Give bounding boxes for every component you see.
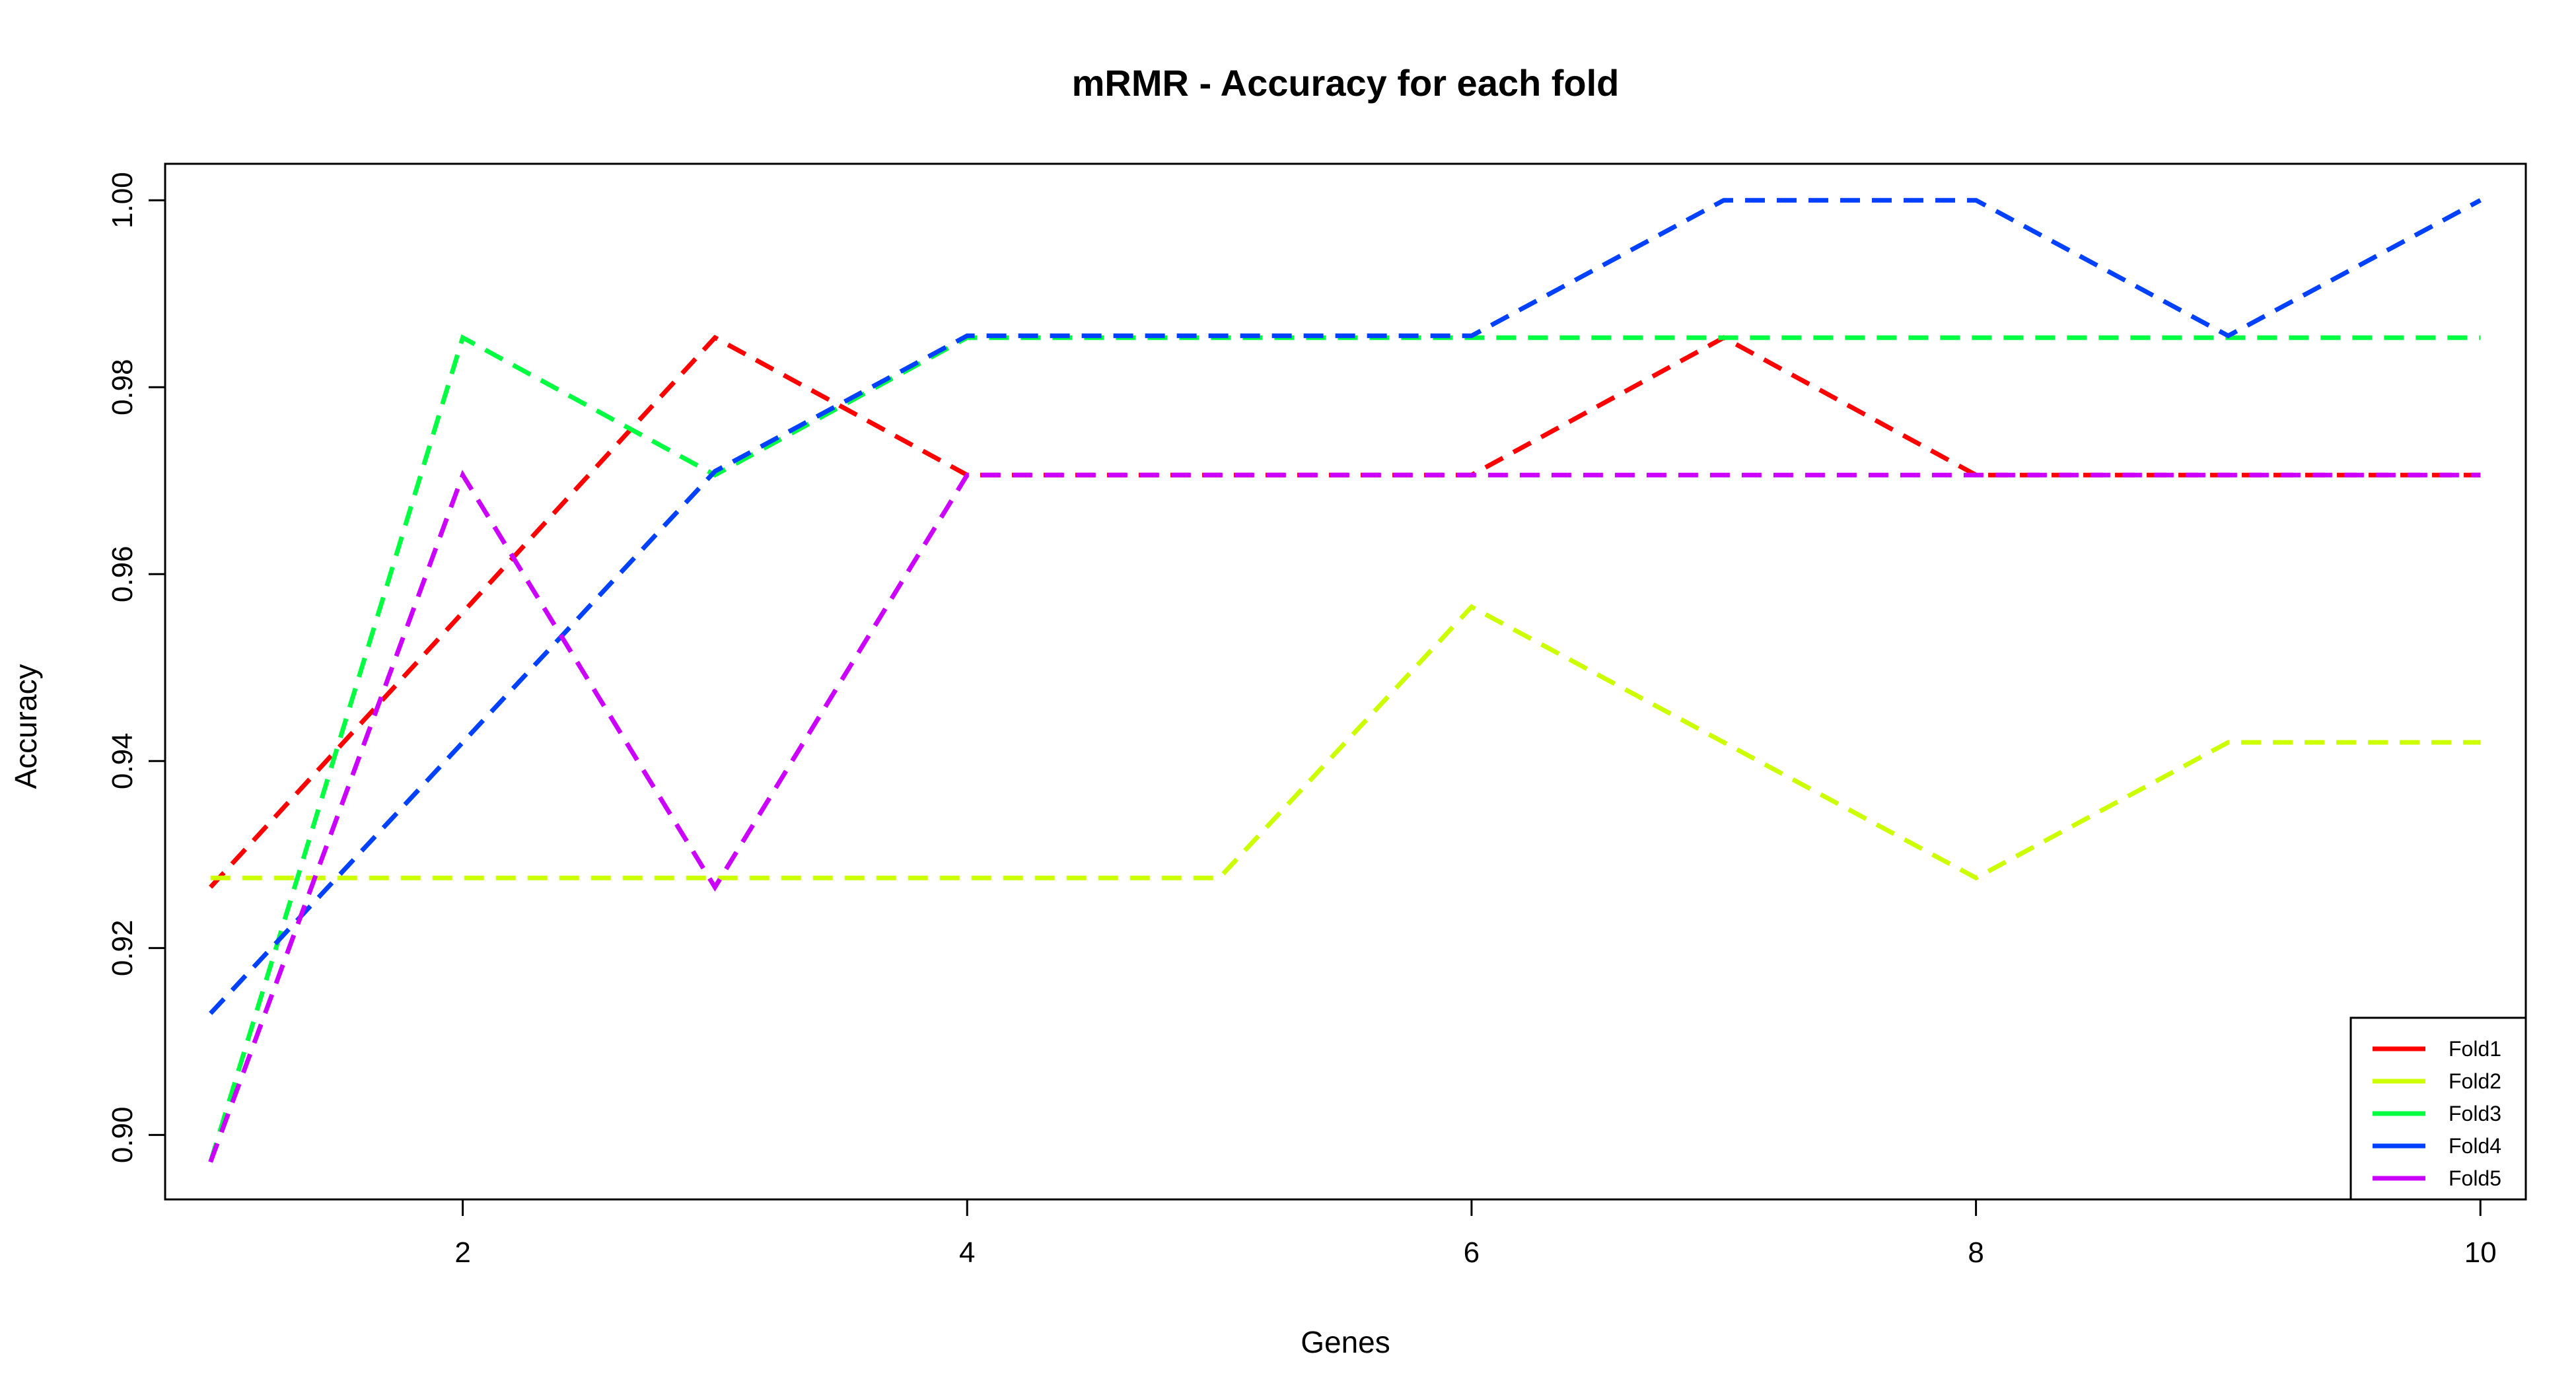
x-tick-label-8: 8 (1968, 1236, 1984, 1269)
x-tick-label-2: 2 (454, 1236, 470, 1269)
y-tick-label-0-96: 0.96 (106, 546, 139, 602)
y-tick-label-0-98: 0.98 (106, 359, 139, 415)
legend: Fold1 Fold2 Fold3 Fold4 Fold5 (2349, 1016, 2527, 1201)
series-line-fold5 (208, 470, 2481, 1163)
series-line-fold1 (209, 334, 2481, 889)
series-line-fold2 (210, 604, 2481, 881)
x-tick-label-10: 10 (2464, 1236, 2497, 1269)
y-tick-label-0-90: 0.90 (106, 1107, 139, 1164)
y-axis: 0.90 0.92 0.94 0.96 0.98 1.00 (106, 172, 166, 1164)
series-line-fold4 (209, 197, 2482, 1015)
legend-label-fold5: Fold5 (2449, 1166, 2501, 1190)
legend-label-fold4: Fold4 (2449, 1134, 2501, 1158)
x-axis: 2 4 6 8 10 (454, 1198, 2497, 1269)
legend-label-fold2: Fold2 (2449, 1069, 2501, 1093)
legend-label-fold3: Fold3 (2449, 1102, 2501, 1125)
y-axis-label: Accuracy (9, 664, 43, 789)
series-line-fold3 (208, 334, 2481, 1163)
series-layer (208, 197, 2482, 1163)
x-axis-label: Genes (1301, 1325, 1390, 1359)
x-tick-label-6: 6 (1464, 1236, 1480, 1269)
y-tick-label-0-92: 0.92 (106, 920, 139, 977)
y-tick-label-1-00: 1.00 (106, 172, 139, 229)
chart-title: mRMR - Accuracy for each fold (1072, 62, 1620, 104)
x-tick-label-4: 4 (959, 1236, 975, 1269)
legend-label-fold1: Fold1 (2449, 1037, 2501, 1061)
y-tick-label-0-94: 0.94 (106, 732, 139, 789)
